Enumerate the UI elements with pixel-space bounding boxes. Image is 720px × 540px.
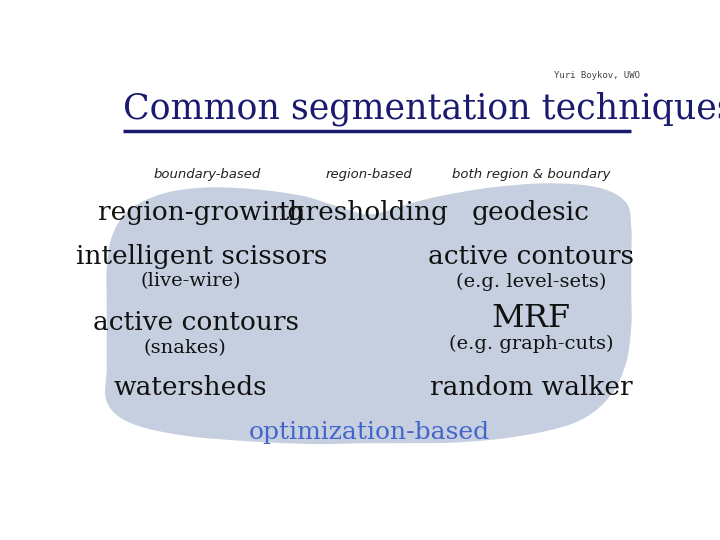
Text: optimization-based: optimization-based [248, 421, 490, 444]
Text: (e.g. graph-cuts): (e.g. graph-cuts) [449, 335, 613, 353]
Text: Common segmentation techniques: Common segmentation techniques [124, 91, 720, 126]
Text: random walker: random walker [430, 375, 632, 400]
Text: both region & boundary: both region & boundary [451, 168, 610, 181]
Text: active contours: active contours [93, 310, 299, 335]
Text: watersheds: watersheds [114, 375, 267, 400]
Text: region-based: region-based [325, 168, 413, 181]
Text: region-growing: region-growing [99, 200, 305, 225]
Text: (snakes): (snakes) [143, 339, 226, 357]
Text: Yuri Boykov, UWO: Yuri Boykov, UWO [554, 71, 639, 80]
Text: thresholding: thresholding [279, 200, 449, 225]
Text: (live-wire): (live-wire) [140, 272, 240, 290]
Polygon shape [105, 183, 631, 444]
Text: geodesic: geodesic [472, 200, 590, 225]
Text: intelligent scissors: intelligent scissors [76, 244, 328, 268]
Text: (e.g. level-sets): (e.g. level-sets) [456, 273, 606, 291]
Text: MRF: MRF [491, 303, 570, 334]
Text: active contours: active contours [428, 244, 634, 268]
Text: boundary-based: boundary-based [153, 168, 261, 181]
